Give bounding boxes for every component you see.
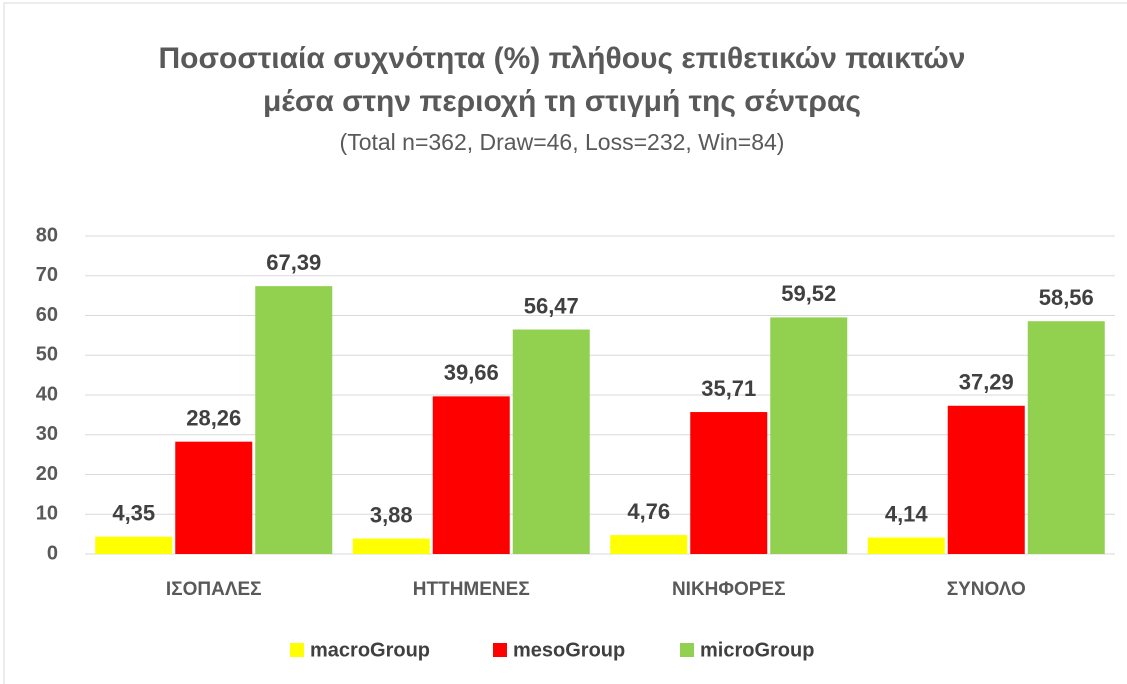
value-label: 58,56: [1039, 285, 1094, 310]
legend-label: microGroup: [700, 639, 814, 661]
y-tick-label: 60: [36, 304, 58, 326]
y-tick-label: 30: [36, 423, 58, 445]
bar: [95, 536, 173, 554]
bar: [947, 405, 1025, 554]
x-tick-label: ΣΥΝΟΛΟ: [947, 579, 1026, 600]
value-label: 35,71: [701, 376, 756, 401]
x-tick-label: ΙΣΟΠΑΛΕΣ: [166, 579, 262, 600]
y-tick-label: 10: [36, 503, 58, 525]
y-tick-label: 80: [36, 224, 58, 246]
value-label: 39,66: [444, 360, 499, 385]
bar: [255, 286, 333, 554]
x-tick-label: ΗΤΤΗΜΕΝΕΣ: [413, 579, 530, 600]
bar: [432, 396, 510, 554]
bar: [867, 537, 945, 554]
bar: [512, 329, 590, 554]
bar: [175, 441, 253, 554]
y-tick-label: 40: [36, 383, 58, 405]
legend-swatch: [680, 643, 694, 657]
value-label: 67,39: [266, 250, 321, 275]
bar: [770, 317, 848, 554]
bar: [610, 535, 688, 554]
y-tick-label: 70: [36, 264, 58, 286]
x-tick-label: ΝΙΚΗΦΟΡΕΣ: [672, 579, 786, 600]
value-label: 3,88: [370, 502, 413, 527]
value-label: 4,14: [885, 501, 929, 526]
bar: [1027, 321, 1105, 554]
legend-swatch: [290, 643, 304, 657]
bar: [352, 538, 430, 554]
legend-swatch: [493, 643, 507, 657]
legend-label: macroGroup: [310, 639, 430, 661]
value-label: 4,76: [627, 499, 670, 524]
legend-label: mesoGroup: [513, 639, 625, 661]
value-label: 37,29: [959, 370, 1014, 395]
value-label: 59,52: [781, 281, 836, 306]
y-tick-label: 20: [36, 463, 58, 485]
value-label: 4,35: [112, 501, 155, 526]
chart-title: Ποσοστιαία συχνότητα (%) πλήθους επιθετι…: [159, 42, 966, 75]
chart-title: μέσα στην περιοχή τη στιγμή της σέντρας: [263, 85, 861, 118]
chart-subtitle: (Total n=362, Draw=46, Loss=232, Win=84): [340, 129, 785, 155]
y-tick-label: 0: [47, 542, 58, 564]
y-tick-label: 50: [36, 344, 58, 366]
value-label: 28,26: [186, 405, 241, 430]
value-label: 56,47: [524, 293, 579, 318]
bar: [690, 412, 768, 554]
